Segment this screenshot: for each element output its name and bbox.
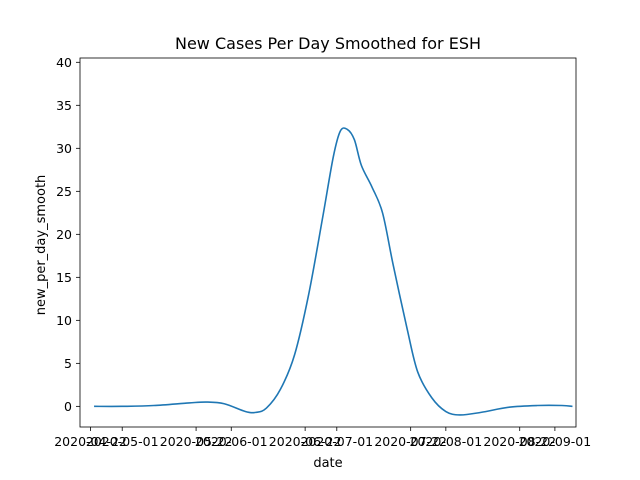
y-tick-label: 10 [56, 313, 72, 328]
x-tick-label: 2020-06-01 [195, 434, 268, 449]
x-axis-label: date [313, 456, 342, 471]
y-tick-label: 0 [64, 399, 72, 414]
x-tick-label: 2020-07-22 [374, 434, 447, 449]
y-tick-label: 20 [56, 227, 72, 242]
x-tick-label: 2020-06-22 [269, 434, 342, 449]
x-tick-label: 2020-08-22 [483, 434, 556, 449]
y-tick-label: 25 [56, 184, 72, 199]
y-tick-label: 15 [56, 270, 72, 285]
x-tick-label: 2020-05-22 [160, 434, 233, 449]
y-axis-label: new_per_day_smooth [34, 175, 49, 316]
plot-frame [79, 57, 577, 428]
series-line-0 [94, 127, 573, 416]
x-tick-label: 2020-08-01 [410, 434, 483, 449]
y-tick-label: 35 [56, 98, 72, 113]
y-tick-label: 5 [64, 356, 72, 371]
x-tick-label: 2020-09-01 [519, 434, 592, 449]
y-tick-label: 40 [56, 55, 72, 70]
x-tick-label: 2020-07-01 [300, 434, 373, 449]
x-tick-label: 2020-04-22 [54, 434, 127, 449]
x-tick-label: 2020-05-01 [86, 434, 159, 449]
plot-area [79, 57, 577, 428]
chart-title: New Cases Per Day Smoothed for ESH [175, 34, 481, 53]
y-axis: 0 5 10 15 20 25 30 35 40 [56, 55, 80, 414]
y-tick-label: 30 [56, 141, 72, 156]
